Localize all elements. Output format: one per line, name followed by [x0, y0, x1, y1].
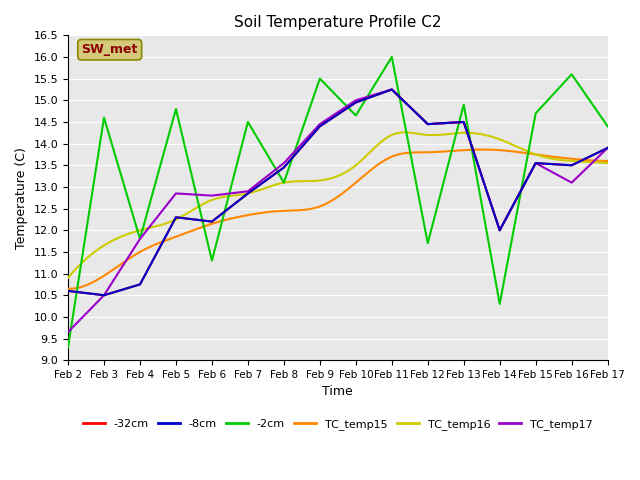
Legend: -32cm, -8cm, -2cm, TC_temp15, TC_temp16, TC_temp17: -32cm, -8cm, -2cm, TC_temp15, TC_temp16,… — [78, 415, 598, 434]
Text: SW_met: SW_met — [81, 43, 138, 56]
Title: Soil Temperature Profile C2: Soil Temperature Profile C2 — [234, 15, 442, 30]
X-axis label: Time: Time — [323, 385, 353, 398]
Y-axis label: Temperature (C): Temperature (C) — [15, 147, 28, 249]
